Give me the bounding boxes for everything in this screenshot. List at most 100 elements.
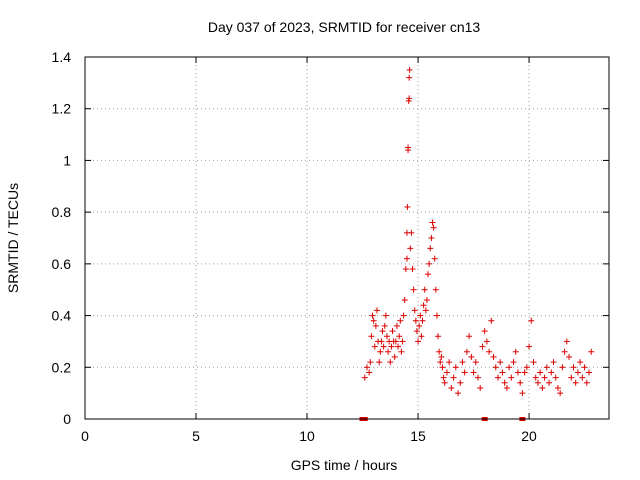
data-point [388,343,395,350]
data-point [438,353,445,360]
data-point [413,328,420,335]
data-point [526,343,533,350]
data-point [406,95,413,102]
data-point [457,379,464,386]
data-point [470,369,477,376]
data-point [463,348,470,355]
data-point [477,384,484,391]
data-point [566,353,573,360]
data-point [501,379,508,386]
data-point [371,343,378,350]
data-point [579,374,586,381]
x-tick-label: 15 [410,428,426,444]
data-point [443,369,450,376]
data-point [400,312,407,319]
y-tick-label: 0.2 [52,359,72,375]
data-point [539,384,546,391]
data-point [373,307,380,314]
data-point [514,369,521,376]
data-point [559,364,566,371]
data-point [377,348,384,355]
data-point [422,307,429,314]
data-point [430,224,437,231]
data-point [572,379,579,386]
data-point [432,286,439,293]
y-axis-label: SRMTID / TECUs [5,183,21,293]
data-point [427,245,434,252]
data-point [399,338,406,345]
y-axis-ticks: 0 0.2 0.4 0.6 0.8 1 1.2 1.4 [52,49,609,427]
y-tick-label: 0.4 [52,308,72,324]
data-point [519,390,526,397]
data-point [401,297,408,304]
y-tick-label: 1.2 [52,101,72,117]
data-point [455,390,462,397]
data-point [393,322,400,329]
data-point [428,235,435,241]
y-tick-label: 1 [63,152,71,168]
x-tick-label: 10 [299,428,315,444]
chart-title: Day 037 of 2023, SRMTID for receiver cn1… [208,19,481,35]
data-point [409,266,416,273]
data-point [411,307,418,314]
data-point [363,364,370,371]
data-point [369,312,376,319]
data-point [397,317,404,324]
data-point [546,379,553,386]
x-tick-label: 0 [81,428,89,444]
data-point [441,379,448,386]
y-tick-label: 1.4 [52,49,72,65]
data-point [370,317,377,324]
data-point [376,359,383,366]
data-point [436,348,443,355]
data-point [439,364,446,371]
data-point [586,369,593,376]
data-point [532,374,539,381]
data-point [530,359,537,366]
x-axis-ticks: 0 5 10 15 20 [81,57,537,444]
data-point [395,343,402,350]
data-point [475,374,481,381]
data-point [486,348,493,355]
data-point [461,369,468,376]
data-point [402,266,409,273]
data-point [552,374,559,381]
data-point [410,286,417,293]
y-tick-label: 0.8 [52,204,72,220]
data-point [405,144,412,151]
grid [85,57,609,419]
data-point [382,312,389,319]
data-point [466,333,473,340]
data-point [412,317,419,324]
data-point [440,374,447,381]
data-point [423,297,430,304]
data-point [387,359,394,366]
data-point [543,364,550,371]
data-point [561,348,568,355]
data-point [383,333,390,340]
data-point [472,359,479,366]
y-tick-label: 0.6 [52,256,72,272]
data-point [499,369,506,376]
data-point [583,379,590,386]
data-point [497,359,504,366]
data-point [570,364,577,371]
x-tick-label: 5 [192,428,200,444]
data-point [483,338,490,345]
data-point [577,359,584,366]
data-point [433,312,440,319]
data-point [378,338,385,345]
data-point [512,348,519,355]
data-point [403,255,410,262]
data-point [563,338,570,345]
data-point [426,260,433,267]
data-point [550,359,557,366]
data-point [490,353,497,360]
data-point [537,369,544,376]
data-point [503,384,510,391]
data-point [554,384,561,391]
data-point [415,338,422,345]
data-point [425,271,432,278]
data-point [450,374,457,381]
